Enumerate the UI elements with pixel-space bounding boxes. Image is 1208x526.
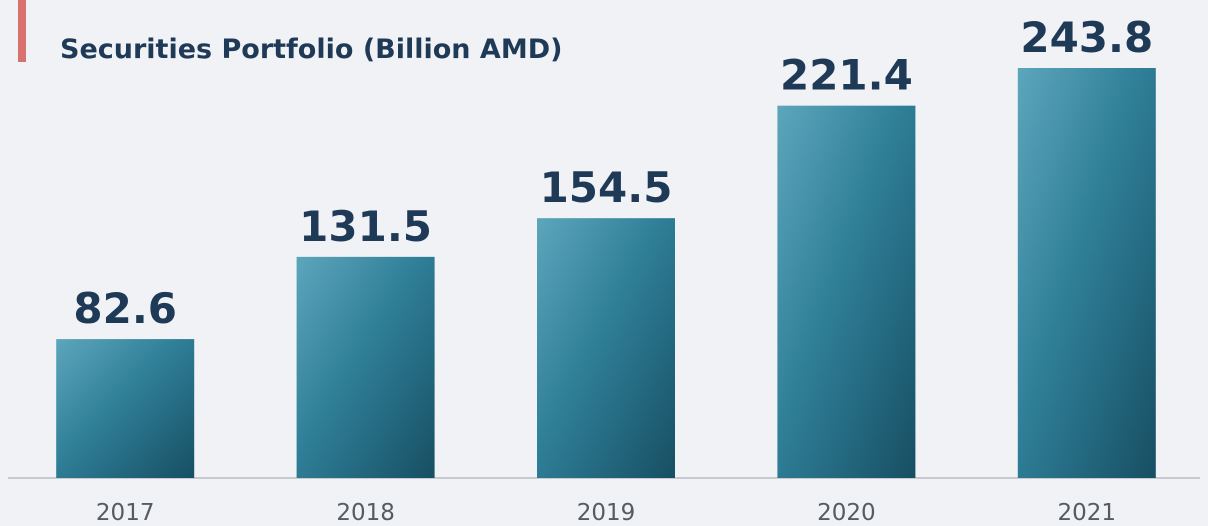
x-tick-label: 2019 xyxy=(577,500,636,526)
value-label: 221.4 xyxy=(780,51,913,100)
x-tick-label: 2021 xyxy=(1058,500,1117,526)
x-tick-label: 2017 xyxy=(96,500,155,526)
title-accent xyxy=(18,0,26,62)
bar xyxy=(296,256,435,478)
bar xyxy=(537,218,675,478)
value-label: 131.5 xyxy=(299,202,432,251)
bar xyxy=(1017,68,1156,478)
x-tick-label: 2018 xyxy=(336,500,395,526)
chart-title: Securities Portfolio (Billion AMD) xyxy=(60,34,562,65)
value-label: 243.8 xyxy=(1020,13,1153,62)
x-tick-label: 2020 xyxy=(817,500,876,526)
value-label: 82.6 xyxy=(73,284,177,333)
bar xyxy=(777,105,916,478)
value-label: 154.5 xyxy=(540,163,673,212)
bar xyxy=(56,339,195,478)
